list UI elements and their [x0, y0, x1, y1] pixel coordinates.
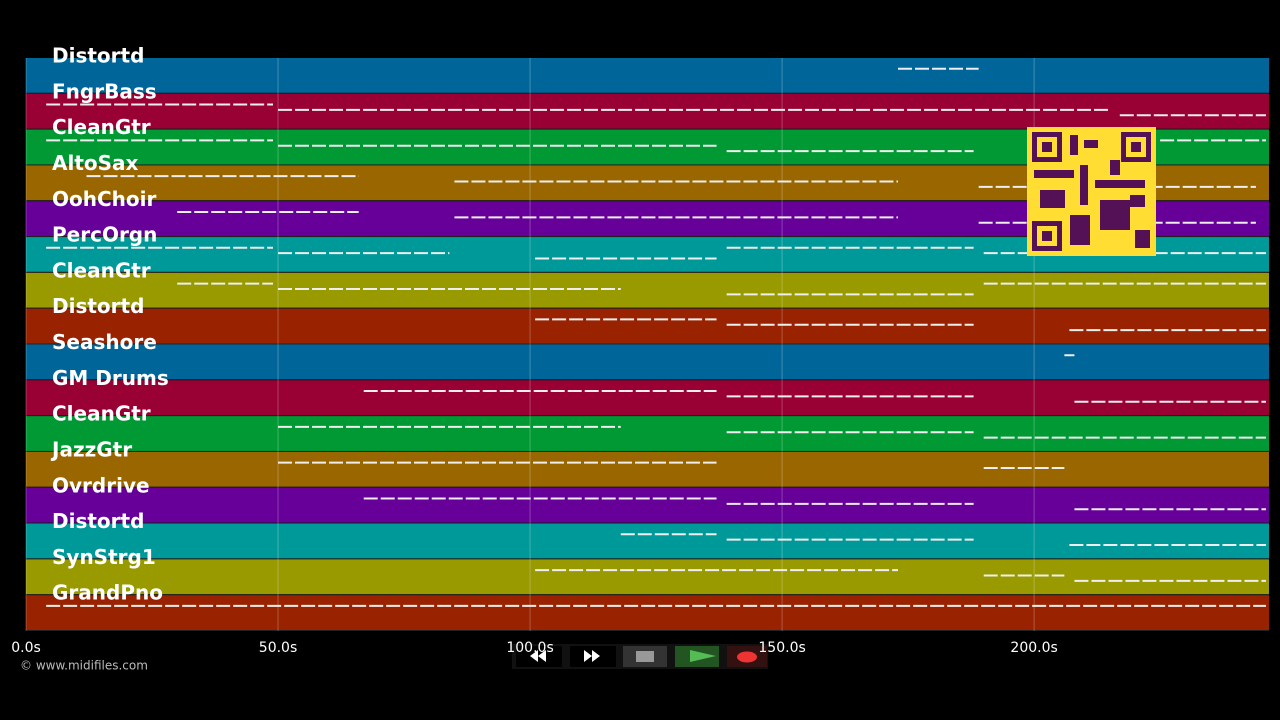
track-row [26, 595, 1269, 630]
track-row [26, 487, 1269, 523]
x-tick-label: 100.0s [506, 640, 553, 656]
track-row [26, 559, 1269, 595]
track-name: Ovrdrive [52, 473, 150, 497]
transport [512, 644, 768, 669]
x-tick-label: 200.0s [1010, 640, 1057, 656]
footer: © www.midifiles.com [20, 659, 148, 673]
track-name: JazzGtr [50, 437, 132, 461]
track-row [26, 93, 1269, 129]
track-row [26, 523, 1269, 559]
track-name: GM Drums [52, 366, 169, 390]
track-name: Seashore [52, 330, 157, 354]
track-row [26, 272, 1269, 308]
track-row [26, 451, 1269, 487]
x-tick-label: 150.0s [758, 640, 805, 656]
track-name: CleanGtr [52, 402, 151, 426]
track-name: FngrBass [52, 79, 157, 103]
track-name: SynStrg1 [52, 545, 156, 569]
track-name: CleanGtr [52, 115, 151, 139]
track-name: Distortd [52, 294, 144, 318]
track-row [26, 380, 1269, 416]
track-row [26, 344, 1269, 380]
x-tick-label: 50.0s [259, 640, 297, 656]
track-name: Distortd [52, 44, 144, 68]
track-name: GrandPno [52, 581, 163, 605]
track-row [26, 308, 1269, 344]
track-name: OohChoir [52, 187, 156, 211]
track-name: AltoSax [52, 151, 139, 175]
track-name: PercOrgn [52, 223, 157, 247]
qr-code [1027, 127, 1156, 256]
track-name: CleanGtr [52, 258, 151, 282]
track-row [26, 416, 1269, 451]
track-row [26, 58, 1269, 93]
x-tick-label: 0.0s [11, 640, 41, 656]
track-name: Distortd [52, 509, 144, 533]
